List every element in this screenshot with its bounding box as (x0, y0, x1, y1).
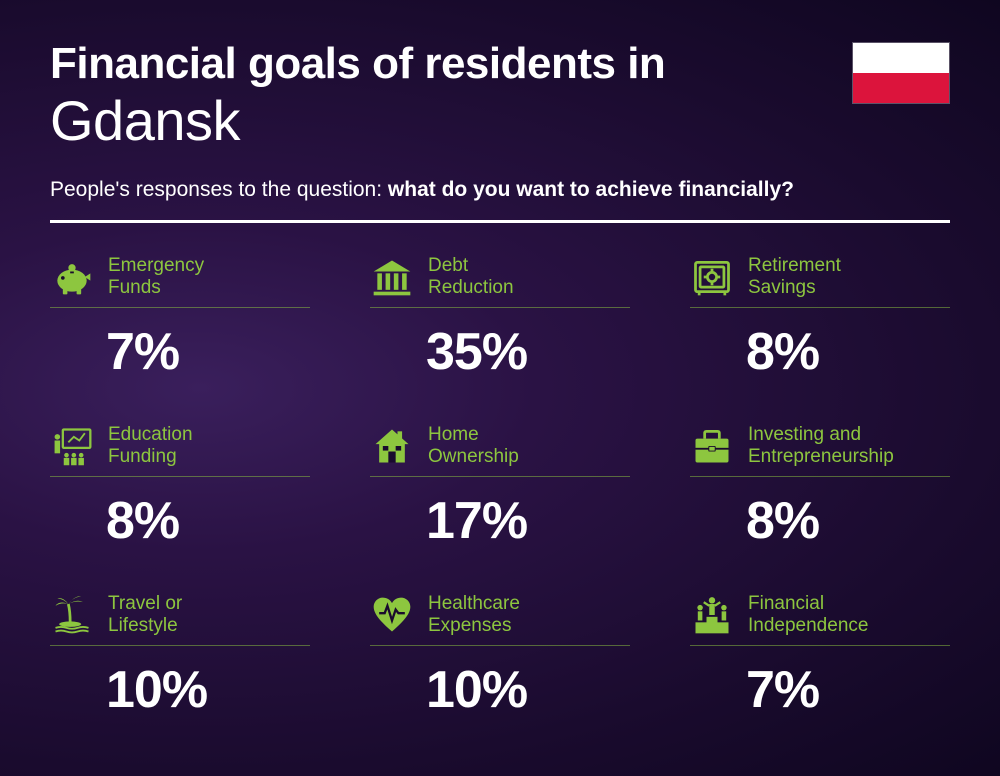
house-icon (370, 424, 414, 468)
goal-value: 8% (746, 322, 950, 382)
goal-label: Investing and Entrepreneurship (748, 424, 894, 468)
goal-label: Emergency Funds (108, 255, 204, 299)
podium-icon (690, 593, 734, 637)
flag-poland (852, 42, 950, 104)
goal-header: Healthcare Expenses (370, 593, 630, 646)
goal-label: Debt Reduction (428, 255, 514, 299)
goal-header: Investing and Entrepreneurship (690, 424, 950, 477)
goal-label: Travel or Lifestyle (108, 593, 182, 637)
goal-label: Home Ownership (428, 424, 519, 468)
goal-value: 7% (106, 322, 310, 382)
goal-investing-entrepreneurship: Investing and Entrepreneurship 8% (690, 424, 950, 551)
goal-travel-lifestyle: Travel or Lifestyle 10% (50, 593, 310, 720)
goal-value: 8% (746, 491, 950, 551)
goal-value: 35% (426, 322, 630, 382)
goal-retirement-savings: Retirement Savings 8% (690, 255, 950, 382)
goal-financial-independence: Financial Independence 7% (690, 593, 950, 720)
goal-value: 10% (106, 660, 310, 720)
flag-bottom-stripe (853, 73, 949, 103)
presentation-icon (50, 424, 94, 468)
flag-top-stripe (853, 43, 949, 73)
goal-label: Retirement Savings (748, 255, 841, 299)
goal-home-ownership: Home Ownership 17% (370, 424, 630, 551)
goal-healthcare-expenses: Healthcare Expenses 10% (370, 593, 630, 720)
goal-value: 8% (106, 491, 310, 551)
goal-value: 17% (426, 491, 630, 551)
bank-icon (370, 255, 414, 299)
briefcase-icon (690, 424, 734, 468)
goal-header: Emergency Funds (50, 255, 310, 308)
header: Financial goals of residents in Gdansk P… (50, 40, 950, 223)
goal-header: Education Funding (50, 424, 310, 477)
title-line1: Financial goals of residents in (50, 40, 950, 88)
goal-emergency-funds: Emergency Funds 7% (50, 255, 310, 382)
goal-value: 7% (746, 660, 950, 720)
goal-value: 10% (426, 660, 630, 720)
goal-header: Financial Independence (690, 593, 950, 646)
goal-label: Financial Independence (748, 593, 868, 637)
piggy-bank-icon (50, 255, 94, 299)
goal-header: Home Ownership (370, 424, 630, 477)
title-city: Gdansk (50, 90, 950, 152)
subtitle-prefix: People's responses to the question: (50, 178, 388, 201)
palm-icon (50, 593, 94, 637)
goal-label: Healthcare Expenses (428, 593, 520, 637)
goals-grid: Emergency Funds 7% Debt Reduction 35% (50, 255, 950, 720)
goal-header: Travel or Lifestyle (50, 593, 310, 646)
goal-label: Education Funding (108, 424, 193, 468)
goal-header: Debt Reduction (370, 255, 630, 308)
goal-debt-reduction: Debt Reduction 35% (370, 255, 630, 382)
safe-icon (690, 255, 734, 299)
goal-header: Retirement Savings (690, 255, 950, 308)
goal-education-funding: Education Funding 8% (50, 424, 310, 551)
divider (50, 220, 950, 223)
heart-pulse-icon (370, 593, 414, 637)
subtitle-question: what do you want to achieve financially? (388, 178, 794, 201)
subtitle: People's responses to the question: what… (50, 178, 950, 202)
